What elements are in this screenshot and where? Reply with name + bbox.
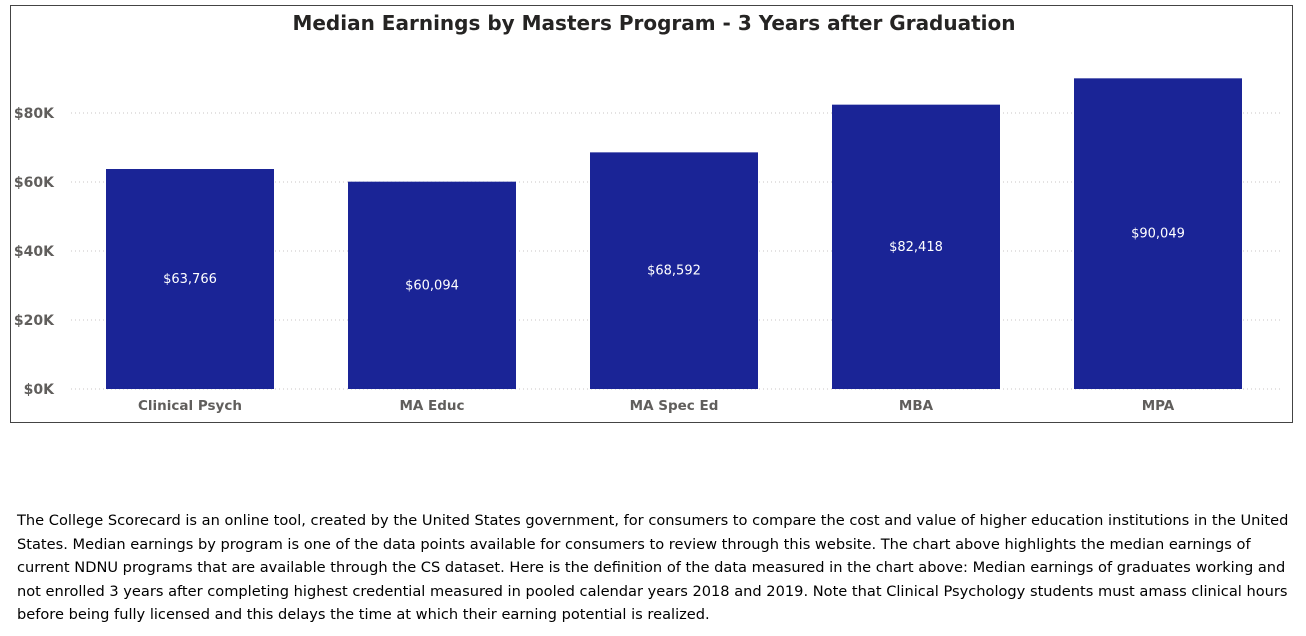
x-axis: Clinical Psych MA Educ MA Spec Ed MBA MPA bbox=[138, 398, 1175, 414]
x-tick-label: MA Spec Ed bbox=[630, 398, 719, 414]
bar bbox=[106, 169, 274, 389]
y-tick-label: $20K bbox=[14, 313, 55, 329]
y-axis: $0K $20K $40K $60K $80K bbox=[14, 106, 55, 398]
y-tick-label: $60K bbox=[14, 175, 55, 191]
bar-chart: Median Earnings by Masters Program - 3 Y… bbox=[14, 11, 1281, 414]
data-labels: $63,766 $60,094 $68,592 $82,418 $90,049 bbox=[163, 227, 1185, 294]
x-tick-label: Clinical Psych bbox=[138, 398, 242, 414]
chart-description: The College Scorecard is an online tool,… bbox=[17, 512, 1289, 623]
y-tick-label: $40K bbox=[14, 244, 55, 260]
bar bbox=[348, 181, 516, 389]
chart-title: Median Earnings by Masters Program - 3 Y… bbox=[292, 11, 1015, 35]
x-tick-label: MPA bbox=[1142, 398, 1175, 414]
bar bbox=[590, 152, 758, 389]
bar bbox=[1074, 78, 1242, 390]
y-tick-label: $80K bbox=[14, 106, 55, 122]
bars bbox=[106, 78, 1242, 390]
data-label: $63,766 bbox=[163, 272, 217, 287]
bar bbox=[832, 104, 1000, 389]
data-label: $60,094 bbox=[405, 278, 459, 293]
chart-container: Median Earnings by Masters Program - 3 Y… bbox=[10, 5, 1293, 423]
data-label: $68,592 bbox=[647, 264, 701, 279]
x-tick-label: MA Educ bbox=[399, 398, 464, 414]
y-tick-label: $0K bbox=[24, 382, 55, 398]
data-label: $90,049 bbox=[1131, 227, 1185, 242]
data-label: $82,418 bbox=[889, 240, 943, 255]
x-tick-label: MBA bbox=[899, 398, 934, 414]
